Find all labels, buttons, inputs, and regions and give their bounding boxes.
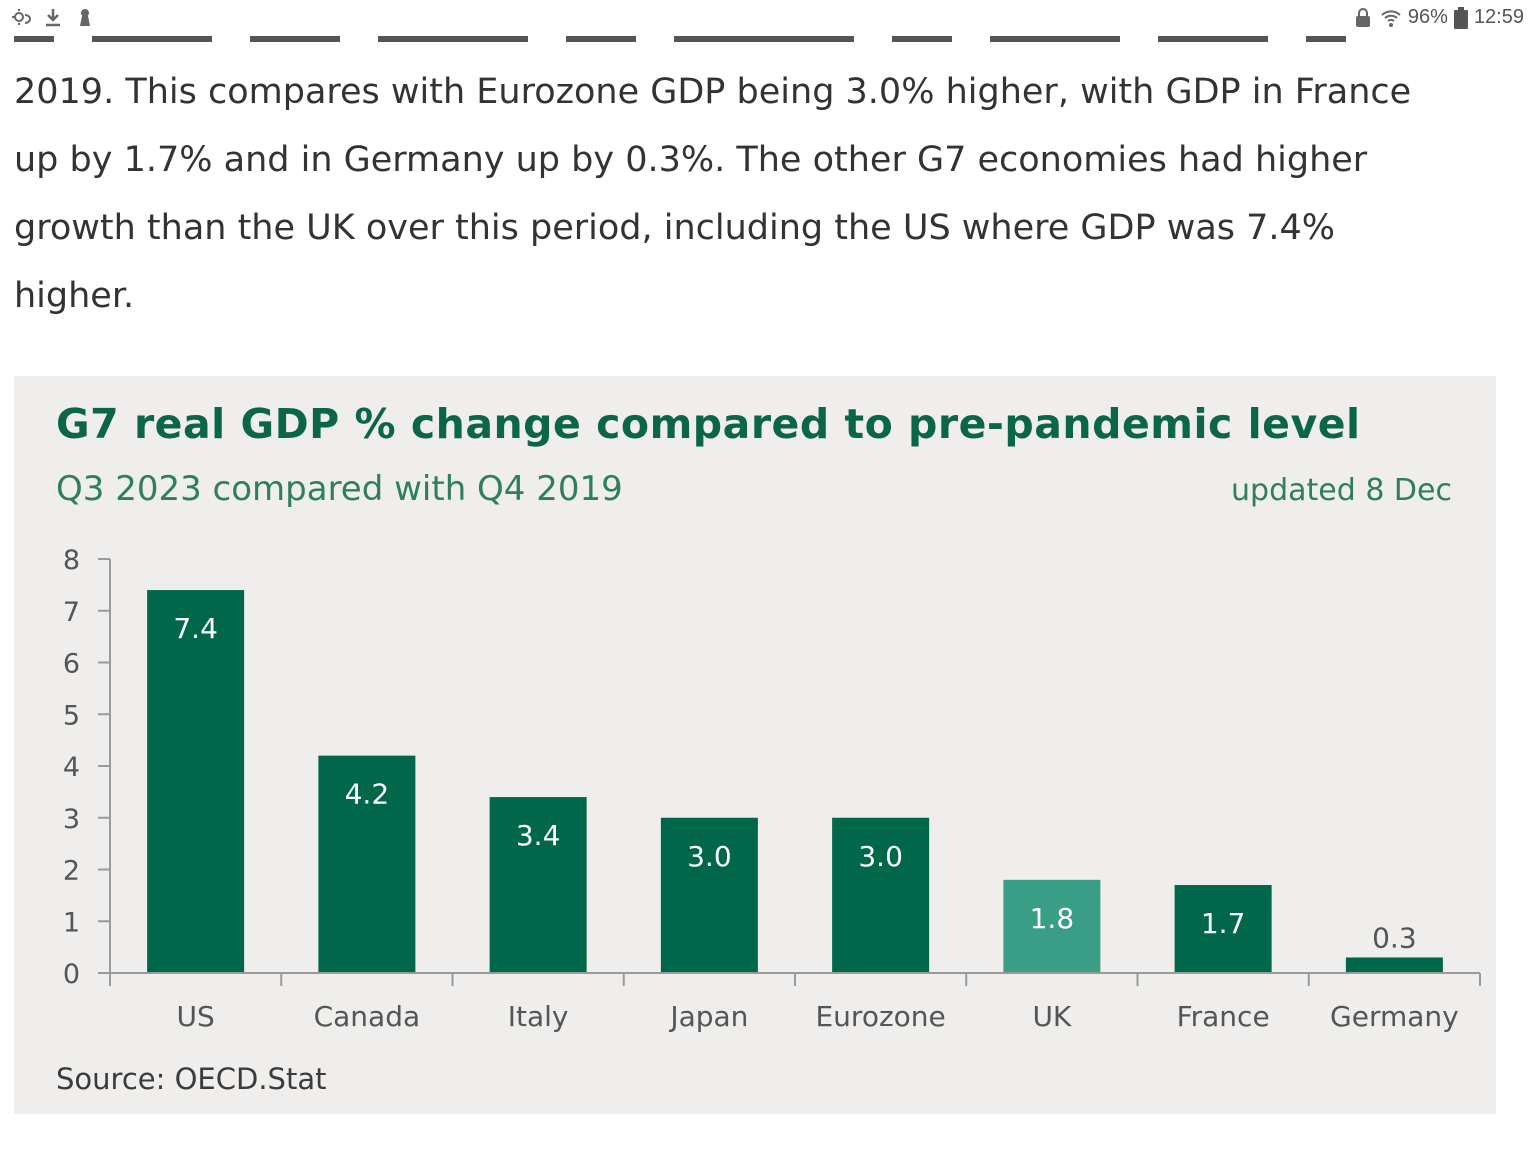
y-tick-label: 6 bbox=[63, 649, 80, 680]
clipped-text-line bbox=[14, 18, 1434, 42]
clock-time: 12:59 bbox=[1473, 6, 1524, 28]
lock-icon bbox=[1355, 7, 1370, 27]
bar-chart: 0 1 2 3 4 5 6 7 8 7.4 US 4.2 Canada 3.4 Italy 3.0 Japan 3… bbox=[63, 545, 1481, 1033]
article-body: 2019. This compares with Eurozone GDP be… bbox=[14, 58, 1464, 330]
y-tick-label: 4 bbox=[63, 752, 80, 783]
y-tick-label: 3 bbox=[63, 804, 80, 835]
data-label: 1.8 bbox=[1030, 902, 1075, 935]
status-bar: 96% 12:59 bbox=[0, 0, 1536, 38]
y-tick-label: 0 bbox=[63, 959, 80, 990]
x-tick-label: Canada bbox=[314, 1000, 421, 1033]
bar-italy bbox=[489, 797, 587, 973]
bar-us bbox=[147, 590, 245, 973]
chart-updated-note: updated 8 Dec bbox=[1231, 473, 1452, 508]
x-tick-label: Italy bbox=[508, 1000, 569, 1033]
x-tick-label: France bbox=[1177, 1000, 1270, 1033]
weather-icon bbox=[12, 9, 32, 25]
x-tick-label: UK bbox=[1032, 1000, 1071, 1033]
y-tick-label: 2 bbox=[63, 856, 80, 887]
x-tick-label: Eurozone bbox=[815, 1000, 945, 1033]
data-label: 0.3 bbox=[1372, 921, 1417, 954]
bar-germany bbox=[1345, 957, 1443, 973]
data-label: 4.2 bbox=[345, 778, 390, 811]
download-icon bbox=[46, 9, 60, 27]
bar-uk bbox=[1003, 879, 1101, 973]
wifi-icon bbox=[1381, 9, 1401, 27]
keyhole-icon bbox=[80, 9, 90, 26]
y-tick-label: 1 bbox=[63, 907, 80, 938]
data-label: 3.4 bbox=[516, 819, 561, 852]
data-label: 7.4 bbox=[173, 612, 218, 645]
data-label: 1.7 bbox=[1201, 907, 1246, 940]
battery-icon bbox=[1453, 6, 1468, 29]
bar-france bbox=[1174, 885, 1272, 973]
data-label: 3.0 bbox=[858, 840, 903, 873]
bar-canada bbox=[318, 755, 416, 973]
battery-percent: 96% bbox=[1407, 6, 1448, 28]
chart-subtitle: Q3 2023 compared with Q4 2019 bbox=[56, 469, 623, 509]
bar-eurozone bbox=[832, 817, 930, 973]
chart-card: G7 real GDP % change compared to pre-pan… bbox=[14, 376, 1496, 1114]
x-tick-label: US bbox=[176, 1000, 214, 1033]
y-tick-label: 8 bbox=[63, 545, 80, 576]
x-tick-label: Japan bbox=[668, 1000, 748, 1033]
bar-japan bbox=[660, 817, 758, 973]
chart-title: G7 real GDP % change compared to pre-pan… bbox=[56, 400, 1361, 448]
chart-source: Source: OECD.Stat bbox=[56, 1062, 327, 1096]
x-tick-label: Germany bbox=[1330, 1000, 1459, 1033]
y-tick-label: 5 bbox=[63, 700, 80, 731]
data-label: 3.0 bbox=[687, 840, 732, 873]
article-paragraph: 2019. This compares with Eurozone GDP be… bbox=[14, 72, 1412, 316]
y-tick-label: 7 bbox=[63, 597, 80, 628]
